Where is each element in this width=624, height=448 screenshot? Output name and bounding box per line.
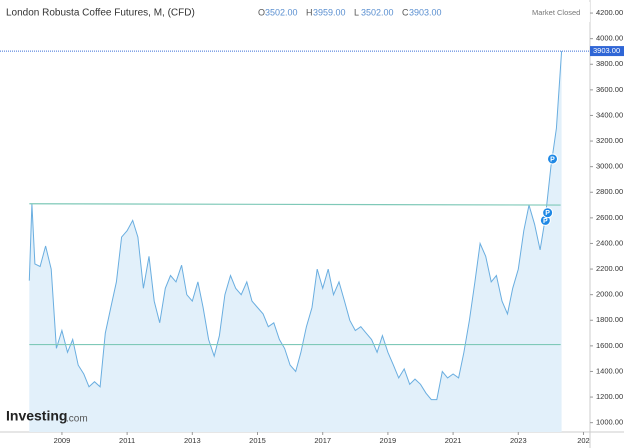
ohlc-key: O bbox=[258, 7, 265, 17]
y-tick-label: 3400.00 bbox=[596, 110, 623, 119]
y-tick-label: 3600.00 bbox=[596, 85, 623, 94]
area-fill bbox=[29, 51, 562, 432]
event-marker-label: P bbox=[543, 218, 548, 225]
x-tick-label: 2015 bbox=[249, 436, 266, 445]
x-tick-label: 2009 bbox=[54, 436, 71, 445]
x-tick-label: 2023 bbox=[510, 436, 527, 445]
ohlc-value: 3502.00 bbox=[361, 7, 394, 17]
y-tick-label: 3200.00 bbox=[596, 136, 623, 145]
y-tick-label: 3800.00 bbox=[596, 59, 623, 68]
y-tick-label: 3000.00 bbox=[596, 162, 623, 171]
brand: Investing bbox=[6, 408, 67, 424]
y-tick-label: 1400.00 bbox=[596, 366, 623, 375]
market-status: Market Closed bbox=[532, 8, 580, 17]
y-tick-label: 2400.00 bbox=[596, 238, 623, 247]
y-tick-label: 1600.00 bbox=[596, 341, 623, 350]
series-line bbox=[28, 51, 563, 401]
ohlc-value: 3959.00 bbox=[313, 7, 346, 17]
x-tick-label: 2017 bbox=[314, 436, 331, 445]
x-tick-label: 2021 bbox=[445, 436, 462, 445]
ohlc-value: 3903.00 bbox=[409, 7, 442, 17]
y-tick-label: 4000.00 bbox=[596, 34, 623, 43]
x-tick-label: 2019 bbox=[380, 436, 397, 445]
event-marker-label: P bbox=[545, 210, 550, 217]
x-tick-label: 2013 bbox=[184, 436, 201, 445]
trendline bbox=[29, 203, 561, 206]
x-tick-label: 2011 bbox=[119, 436, 135, 445]
chart-title: London Robusta Coffee Futures, M, (CFD) bbox=[6, 8, 195, 19]
y-tick-label: 2800.00 bbox=[596, 187, 623, 196]
event-marker bbox=[542, 207, 554, 219]
y-tick-label: 4200.00 bbox=[596, 8, 623, 17]
last-price-label: 3903.00 bbox=[593, 46, 620, 55]
y-tick-label: 1800.00 bbox=[596, 315, 623, 324]
y-tick-label: 2200.00 bbox=[596, 264, 623, 273]
event-marker-label: P bbox=[550, 156, 555, 163]
y-tick-label: 2000.00 bbox=[596, 290, 623, 299]
y-tick-label: 1200.00 bbox=[596, 392, 623, 401]
ohlc-key: C bbox=[402, 7, 409, 17]
last-price-box bbox=[590, 46, 624, 57]
y-tick-label: 1000.00 bbox=[596, 418, 623, 427]
header-bg bbox=[0, 2, 590, 22]
y-tick-label: 2600.00 bbox=[596, 213, 623, 222]
event-marker bbox=[547, 153, 559, 165]
ohlc-value: 3502.00 bbox=[265, 7, 298, 17]
x-tick-label: 202 bbox=[577, 436, 590, 445]
ohlc-key: H bbox=[306, 7, 313, 17]
ohlc-key: L bbox=[354, 7, 359, 17]
brand-suffix: .com bbox=[66, 414, 88, 425]
